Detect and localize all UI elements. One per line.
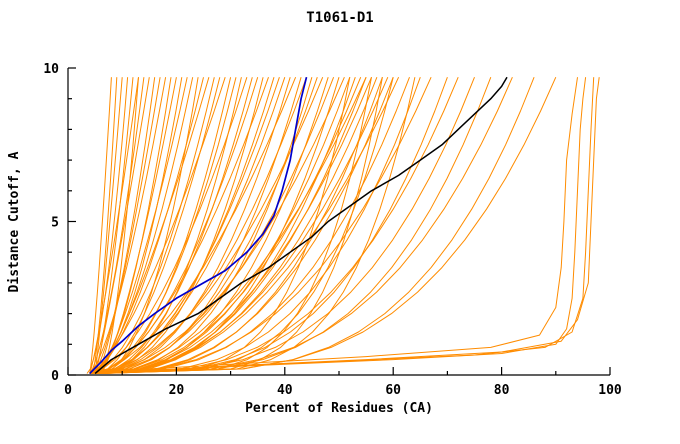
orange-curve [89, 77, 378, 374]
orange-curve [89, 76, 432, 374]
orange-curve [97, 77, 221, 374]
orange-curve [95, 77, 291, 374]
x-tick-label: 100 [598, 383, 622, 398]
orange-curve [89, 77, 248, 374]
orange-curve [89, 77, 324, 374]
curves-layer [86, 76, 600, 375]
orange-curve [95, 77, 448, 374]
orange-curve [89, 77, 286, 374]
orange-curve [97, 77, 161, 374]
x-tick-label: 60 [385, 383, 401, 398]
y-tick-label: 5 [51, 216, 59, 231]
orange-curve [94, 77, 232, 374]
orange-curve [91, 77, 118, 374]
orange-curve [89, 77, 237, 374]
orange-curve [89, 77, 226, 374]
orange-curve [92, 77, 156, 374]
orange-curve [95, 77, 307, 374]
orange-curve [89, 77, 475, 374]
black-curve [94, 76, 508, 375]
orange-curve [94, 77, 253, 374]
x-tick-label: 20 [169, 383, 185, 398]
orange-curve [89, 76, 389, 374]
orange-curve [92, 77, 204, 374]
orange-curve [100, 76, 367, 374]
y-tick-label: 0 [51, 369, 59, 384]
orange-curve [105, 77, 600, 374]
orange-curve [89, 77, 297, 374]
orange-curve [95, 77, 421, 374]
orange-curve [100, 76, 557, 374]
y-tick-label: 10 [43, 62, 59, 77]
orange-curve [94, 77, 210, 374]
orange-curve [89, 77, 410, 374]
orange-curve [89, 76, 345, 374]
orange-curve [100, 77, 372, 374]
x-axis-label: Percent of Residues (CA) [245, 401, 433, 416]
orange-curve [89, 77, 167, 374]
tick-labels-layer: 0 20 40 60 80 100 0 5 10 [43, 62, 622, 398]
orange-curve [95, 77, 492, 374]
axes-layer [67, 67, 611, 376]
y-axis-label: Distance Cutoff, A [7, 151, 22, 292]
orange-curve [100, 76, 400, 374]
orange-curve [94, 77, 269, 374]
orange-curve [95, 77, 372, 374]
orange-curve [95, 77, 351, 374]
orange-curve [95, 77, 578, 374]
x-tick-label: 40 [277, 383, 293, 398]
x-tick-label: 80 [494, 383, 510, 398]
orange-curve [95, 77, 394, 374]
orange-curve [100, 77, 459, 374]
orange-curve [89, 77, 112, 374]
orange-curve [89, 76, 513, 374]
orange-curve [89, 77, 367, 374]
orange-curve [95, 77, 362, 374]
orange-curve [95, 77, 351, 374]
x-tick-label: 0 [64, 383, 72, 398]
orange-curve [100, 77, 416, 374]
blue-curve [89, 76, 308, 375]
orange-curve [89, 77, 139, 374]
orange-curve [100, 77, 587, 374]
chart-title: T1061-D1 [306, 10, 373, 26]
